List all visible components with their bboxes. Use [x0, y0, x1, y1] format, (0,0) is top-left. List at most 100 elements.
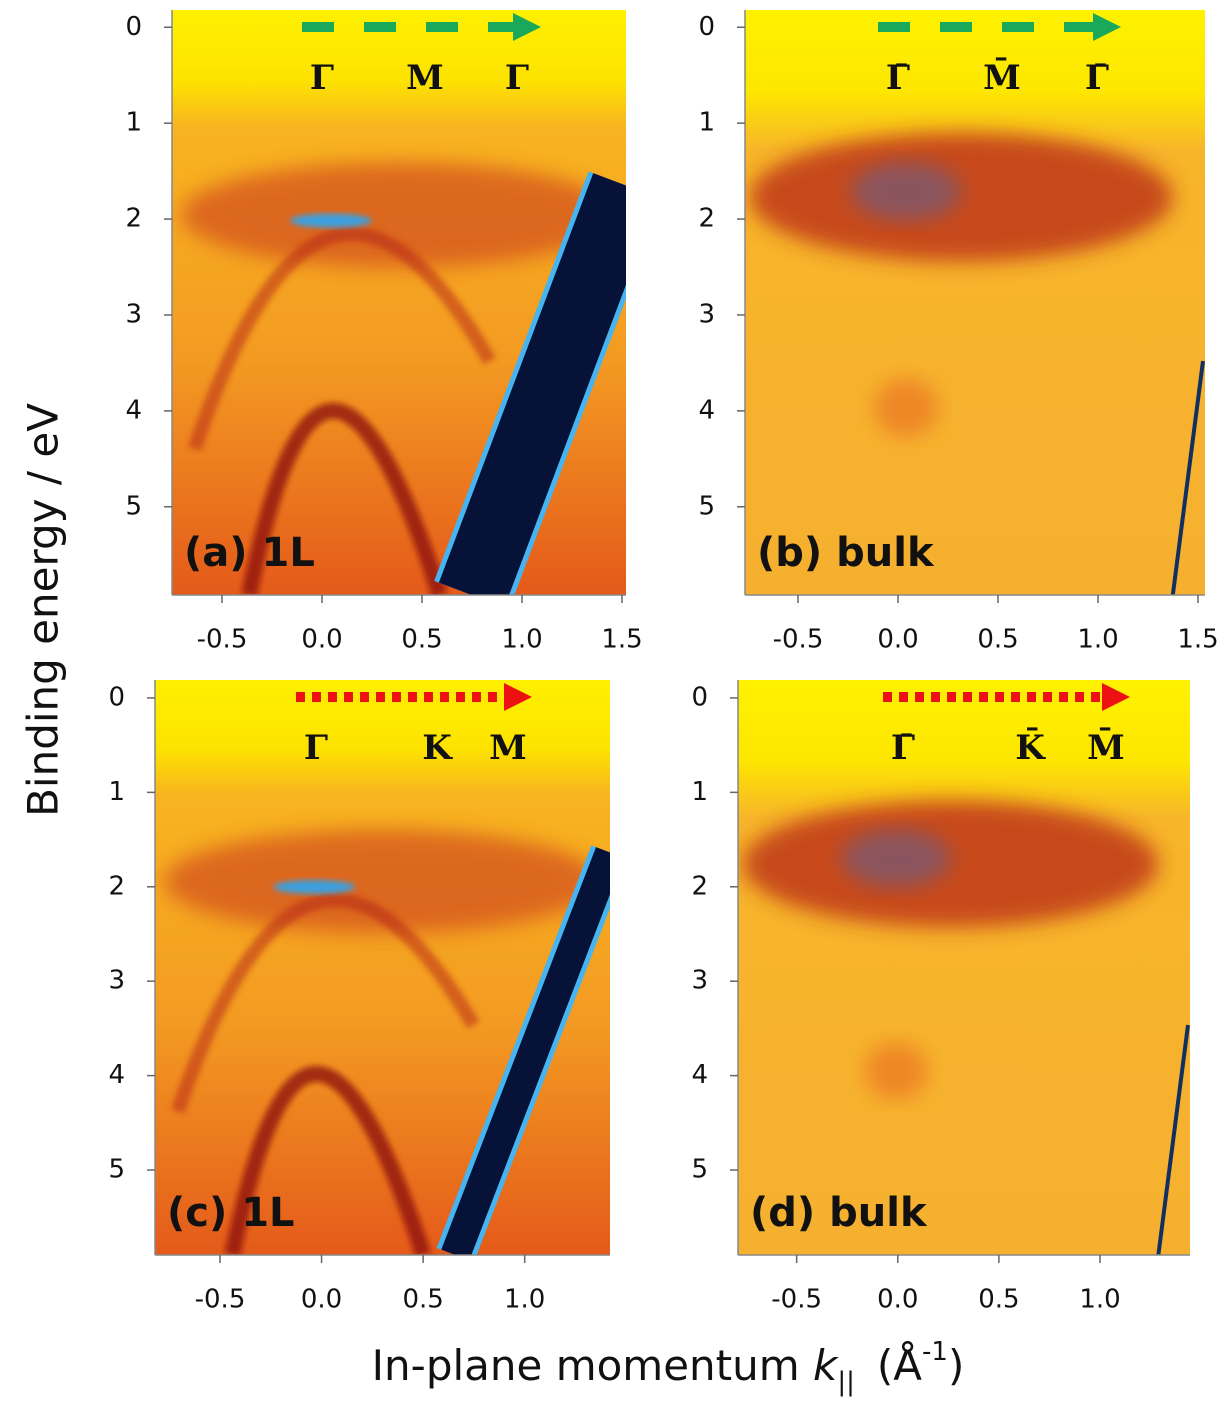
band-region [181, 162, 617, 268]
intensity-map [155, 680, 610, 1255]
y-axis-title: Binding energy / eV [19, 403, 68, 817]
intense-spot [273, 880, 356, 894]
x-tick-label: 1.5 [1177, 625, 1218, 655]
intensity-map [738, 680, 1190, 1255]
panel-label: (d) bulk [750, 1190, 928, 1236]
y-tick-label: 3 [691, 966, 708, 996]
x-tick-label: 1.0 [504, 1285, 545, 1315]
y-tick-label: 5 [698, 491, 715, 521]
x-tick-label: 0.0 [877, 1285, 918, 1315]
x-tick-label: 1.0 [501, 625, 542, 655]
x-tick-label: -0.5 [773, 625, 824, 655]
x-title-unit-close: ) [948, 1341, 964, 1390]
path-arrow-head [1102, 683, 1130, 711]
x-title-exponent: -1 [922, 1337, 948, 1367]
x-title-symbol: k [813, 1341, 839, 1390]
path-arrow-head [1093, 13, 1121, 41]
symmetry-point: Γ [304, 728, 328, 768]
symmetry-point: K [422, 728, 453, 768]
map-background [155, 680, 610, 1255]
panel-label: (c) 1L [167, 1190, 295, 1236]
y-tick-label: 2 [691, 871, 708, 901]
y-tick-label: 1 [108, 777, 125, 807]
x-tick-label: -0.5 [197, 625, 248, 655]
intensity-map [745, 10, 1205, 595]
symmetry-point: M [406, 58, 444, 98]
band [224, 1065, 432, 1255]
x-tick-label: -0.5 [195, 1285, 246, 1315]
band [188, 226, 496, 451]
y-tick-label: 5 [691, 1155, 708, 1185]
panel-label: (b) bulk [757, 530, 935, 576]
y-tick-label: 2 [125, 204, 142, 234]
x-tick-label: -0.5 [771, 1285, 822, 1315]
symmetry-point: M̄ [1087, 727, 1125, 768]
panel: 0 1 2 3 4 5 -0.5 0.0 0.5 1.0 Γ K M (c) 1L [108, 680, 610, 1315]
y-tick-label: 4 [698, 395, 715, 425]
y-tick-label: 2 [108, 871, 125, 901]
y-tick-label: 0 [698, 12, 715, 42]
intense-spot [290, 213, 372, 228]
symmetry-point: Γ̄ [886, 58, 910, 98]
band-region [742, 800, 1159, 928]
intensity-map [172, 10, 626, 595]
panel: 0 1 2 3 4 5 -0.5 0.0 0.5 1.0 1.5 Γ̄ M̄ Γ̄ (b) bulk [698, 10, 1219, 655]
edge-band [1170, 360, 1205, 595]
y-tick-label: 5 [108, 1155, 125, 1185]
y-tick-label: 1 [125, 108, 142, 138]
x-tick-label: 0.0 [877, 625, 918, 655]
band [241, 402, 448, 595]
band-region [749, 132, 1173, 262]
x-tick-label: 0.5 [402, 1285, 443, 1315]
weak-spot [864, 1042, 928, 1100]
y-tick-label: 0 [108, 682, 125, 712]
symmetry-point: Γ [310, 58, 334, 98]
weak-spot [873, 378, 939, 438]
x-tick-label: 1.5 [601, 625, 642, 655]
path-arrow-head [504, 683, 532, 711]
x-tick-label: 0.5 [401, 625, 442, 655]
y-tick-label: 5 [125, 491, 142, 521]
y-tick-label: 1 [691, 777, 708, 807]
y-tick-label: 2 [698, 204, 715, 234]
steep-band [441, 847, 610, 1255]
x-tick-label: 0.5 [978, 1285, 1019, 1315]
y-tick-label: 3 [125, 299, 142, 329]
x-title-unit: (Å [877, 1340, 922, 1390]
panel-label: (a) 1L [184, 530, 315, 576]
map-background [745, 10, 1205, 595]
y-tick-label: 4 [691, 1060, 708, 1090]
y-tick-label: 3 [108, 966, 125, 996]
band-region [164, 829, 601, 933]
x-tick-label: 1.0 [1079, 1285, 1120, 1315]
band-spot [841, 829, 951, 887]
band [171, 893, 480, 1114]
band-spot [850, 162, 962, 221]
symmetry-point: M̄ [983, 57, 1021, 98]
y-tick-label: 4 [108, 1060, 125, 1090]
edge-band [1156, 1024, 1190, 1255]
y-tick-label: 4 [125, 395, 142, 425]
panel: 0 1 2 3 4 5 -0.5 0.0 0.5 1.0 1.5 Γ M Γ (a) 1L [125, 10, 643, 655]
x-title-prefix: In-plane momentum [372, 1341, 813, 1390]
y-tick-label: 0 [691, 682, 708, 712]
y-tick-label: 1 [698, 108, 715, 138]
y-tick-label: 0 [125, 12, 142, 42]
panel: 0 1 2 3 4 5 -0.5 0.0 0.5 1.0 Γ̄ K̄ M̄ (d) bulk [691, 680, 1190, 1315]
symmetry-point: M [489, 728, 527, 768]
x-title-subscript: || [837, 1367, 855, 1397]
x-tick-label: 0.0 [301, 1285, 342, 1315]
x-tick-label: 1.0 [1077, 625, 1118, 655]
y-tick-label: 3 [698, 299, 715, 329]
symmetry-point: Γ [505, 58, 529, 98]
path-arrow-head [513, 13, 541, 41]
symmetry-point: K̄ [1015, 727, 1046, 768]
x-tick-label: 0.5 [977, 625, 1018, 655]
x-tick-label: 0.0 [301, 625, 342, 655]
map-background [738, 680, 1190, 1255]
symmetry-point: Γ̄ [891, 728, 915, 768]
steep-band [438, 173, 626, 595]
symmetry-point: Γ̄ [1085, 58, 1109, 98]
x-axis-title: In-plane momentum k|| (Å-1) [372, 1337, 965, 1397]
